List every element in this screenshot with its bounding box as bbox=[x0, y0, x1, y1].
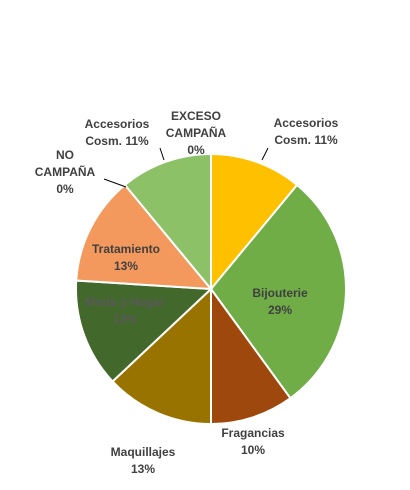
data-label-line: Accesorios bbox=[85, 117, 150, 131]
data-label-fragancias-2: Fragancias 10% bbox=[221, 426, 285, 457]
data-label-moda-y-hogar-4: Moda y Hogar 13% bbox=[85, 295, 165, 326]
data-label-line: 29% bbox=[268, 303, 292, 317]
data-label-line: 10% bbox=[241, 443, 265, 457]
data-label-bijouterie-1: Bijouterie 29% bbox=[252, 286, 308, 317]
pie-slice-accesorios-cosm-0 bbox=[210, 152, 299, 292]
pie-slice-accesorios-cosm-7 bbox=[123, 152, 212, 292]
data-label-line: 0% bbox=[56, 182, 74, 196]
data-label-line: NO bbox=[56, 148, 74, 162]
data-label-line: Cosm. 11% bbox=[85, 134, 149, 148]
pie-slice-moda-y-hogar-4 bbox=[75, 279, 214, 383]
data-label-line: EXCESO bbox=[171, 109, 221, 123]
leader-line-no-campana-6 bbox=[103, 178, 127, 188]
data-label-maquillajes-3: Maquillajes 13% bbox=[111, 445, 176, 476]
leader-line-accesorios-cosm-0 bbox=[261, 147, 269, 161]
data-label-line: Cosm. 11% bbox=[274, 133, 338, 147]
data-label-line: Fragancias bbox=[221, 426, 285, 440]
pie-slice-fragancias-2 bbox=[210, 285, 292, 426]
data-label-line: Bijouterie bbox=[252, 286, 308, 300]
pie-slice-maquillajes-3 bbox=[111, 286, 212, 426]
data-label-line: CAMPAÑA bbox=[35, 164, 96, 179]
data-label-accesorios-cosm-0: Accesorios Cosm. 11% bbox=[274, 116, 339, 147]
pie-slice-bijouterie-1 bbox=[209, 183, 347, 400]
data-label-accesorios-cosm-7: Accesorios Cosm. 11% bbox=[85, 117, 150, 148]
data-label-line: Accesorios bbox=[274, 116, 339, 130]
data-label-line: 13% bbox=[114, 259, 138, 273]
pie-slice-tratamiento-5 bbox=[75, 183, 214, 291]
data-label-line: CAMPAÑA bbox=[166, 125, 227, 140]
leader-lines bbox=[103, 147, 269, 188]
pie-slices bbox=[75, 152, 347, 426]
data-label-line: Maquillajes bbox=[111, 445, 176, 459]
data-label-line: Moda y Hogar bbox=[85, 295, 165, 309]
data-label-exceso-campana-8: EXCESO CAMPAÑA 0% bbox=[166, 109, 227, 157]
data-label-line: 13% bbox=[131, 462, 155, 476]
data-label-line: Tratamiento bbox=[92, 242, 160, 256]
data-label-line: 13% bbox=[113, 312, 137, 326]
data-labels: Accesorios Cosm. 11% Bijouterie 29% Fraganci… bbox=[35, 109, 339, 476]
data-label-line: 0% bbox=[187, 143, 205, 157]
data-label-tratamiento-5: Tratamiento 13% bbox=[92, 242, 160, 273]
data-label-no-campana-6: NO CAMPAÑA 0% bbox=[35, 148, 96, 196]
leader-line-accesorios-cosm-7 bbox=[159, 147, 165, 161]
